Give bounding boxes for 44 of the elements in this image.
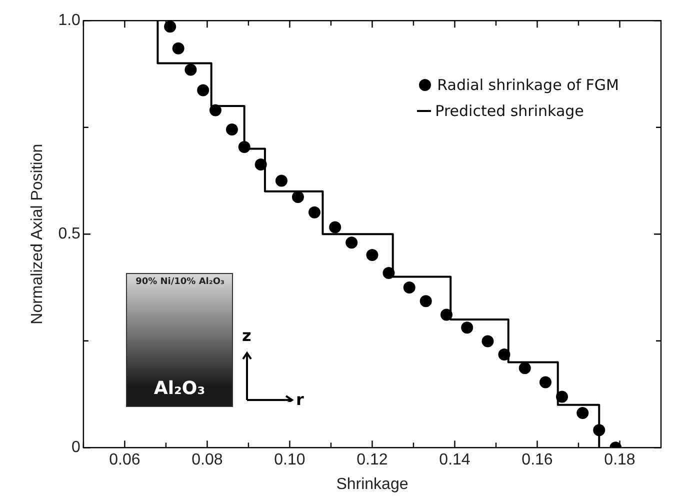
point — [576, 407, 589, 420]
y-tick-label: 0 — [72, 439, 81, 456]
x-tick-label: 0.08 — [192, 452, 223, 469]
point — [482, 335, 494, 348]
point — [346, 236, 358, 249]
x-tick-label: 0.10 — [274, 452, 306, 469]
x-tick-label: 0.12 — [356, 452, 388, 469]
point — [197, 84, 210, 96]
x-tick-label: 0.14 — [439, 452, 470, 469]
point — [461, 322, 474, 334]
point — [498, 348, 510, 361]
annotation: r — [296, 390, 304, 409]
point — [420, 295, 432, 308]
x-tick-label: 0.18 — [604, 452, 636, 469]
x-tick-label: 0.06 — [109, 452, 140, 469]
point — [308, 206, 320, 218]
point — [238, 140, 250, 153]
annotation: Al₂O₃ — [152, 378, 206, 399]
point — [226, 123, 238, 136]
y-tick-label: 1.0 — [58, 12, 81, 30]
annotation: 90% Ni/10% Al₂O₃ — [134, 277, 226, 287]
y-axis-title: Normalized Axial Position — [29, 144, 46, 324]
point — [593, 424, 606, 436]
point — [164, 20, 176, 33]
point — [403, 281, 416, 294]
point — [292, 190, 304, 203]
point — [184, 64, 197, 76]
annotation: z — [242, 326, 252, 345]
point — [440, 308, 452, 321]
point — [172, 42, 184, 54]
point — [329, 221, 342, 234]
point — [275, 174, 288, 187]
point — [556, 390, 568, 403]
y-tick-label: 0.5 — [58, 226, 81, 243]
legend-label: Predicted shrinkage — [435, 101, 584, 122]
x-axis-title: Shrinkage — [336, 476, 408, 493]
point — [209, 104, 222, 116]
point — [366, 249, 378, 262]
point — [382, 266, 395, 279]
point — [254, 158, 267, 170]
point — [518, 362, 531, 374]
x-tick-label: 0.16 — [522, 452, 553, 469]
legend-label: Radial shrinkage of FGM — [437, 75, 619, 96]
point — [539, 376, 552, 388]
